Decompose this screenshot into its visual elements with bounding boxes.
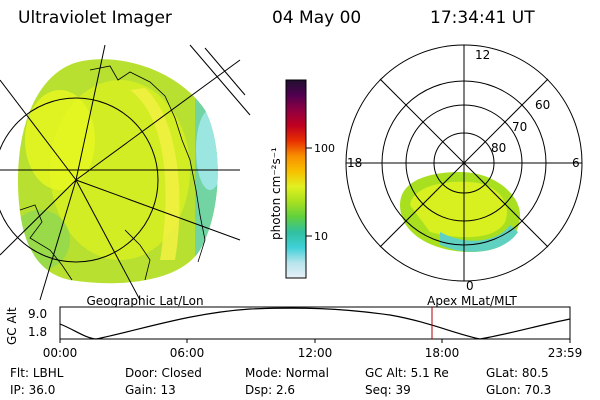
info-seq: Seq: 39	[365, 383, 411, 397]
altitude-xtick: 00:00	[43, 346, 78, 360]
instrument-title: Ultraviolet Imager	[18, 8, 172, 28]
right-panel-label: Apex MLat/MLT	[427, 294, 517, 308]
colorbar-tick-10: 10	[314, 230, 328, 243]
colorbar: 100 10 photon cm⁻²s⁻¹	[269, 79, 335, 279]
info-door: Door: Closed	[125, 366, 202, 380]
altitude-xtick: 12:00	[298, 346, 333, 360]
time-label: 17:34:41 UT	[430, 8, 535, 28]
altitude-xtick: 18:00	[425, 346, 460, 360]
colorbar-tick-100: 100	[314, 142, 335, 155]
mlt-label-12: 12	[475, 48, 490, 62]
geographic-image	[0, 44, 251, 301]
info-gain: Gain: 13	[125, 383, 176, 397]
info-flt: Flt: LBHL	[10, 366, 64, 380]
altitude-plot: GC Alt 9.0 1.8 00:00 06:00 12:00 18:00 2…	[5, 306, 583, 360]
mlt-label-18: 18	[347, 156, 362, 170]
altitude-xtick: 23:59	[548, 346, 583, 360]
altitude-curve	[59, 307, 571, 340]
info-mode: Mode: Normal	[245, 366, 329, 380]
altitude-xtick: 06:00	[170, 346, 205, 360]
altitude-ytick-low: 1.8	[28, 325, 47, 339]
info-glon: GLon: 70.3	[486, 383, 552, 397]
mlat-label-80: 80	[491, 141, 506, 155]
colorbar-label: photon cm⁻²s⁻¹	[269, 147, 283, 240]
altitude-ylabel: GC Alt	[5, 307, 19, 345]
date-label: 04 May 00	[272, 8, 362, 28]
mlat-label-60: 60	[535, 98, 550, 112]
mlat-label-70: 70	[512, 120, 527, 134]
info-ip: IP: 36.0	[10, 383, 56, 397]
polar-plot: 12 18 6 0 60 70 80	[345, 44, 583, 293]
left-panel-label: Geographic Lat/Lon	[86, 294, 203, 308]
altitude-ytick-high: 9.0	[28, 307, 47, 321]
mlt-label-6: 6	[572, 156, 580, 170]
info-glat: GLat: 80.5	[486, 366, 549, 380]
mlt-label-0: 0	[466, 279, 474, 293]
info-dsp: Dsp: 2.6	[245, 383, 296, 397]
info-gc-alt: GC Alt: 5.1 Re	[365, 366, 449, 380]
